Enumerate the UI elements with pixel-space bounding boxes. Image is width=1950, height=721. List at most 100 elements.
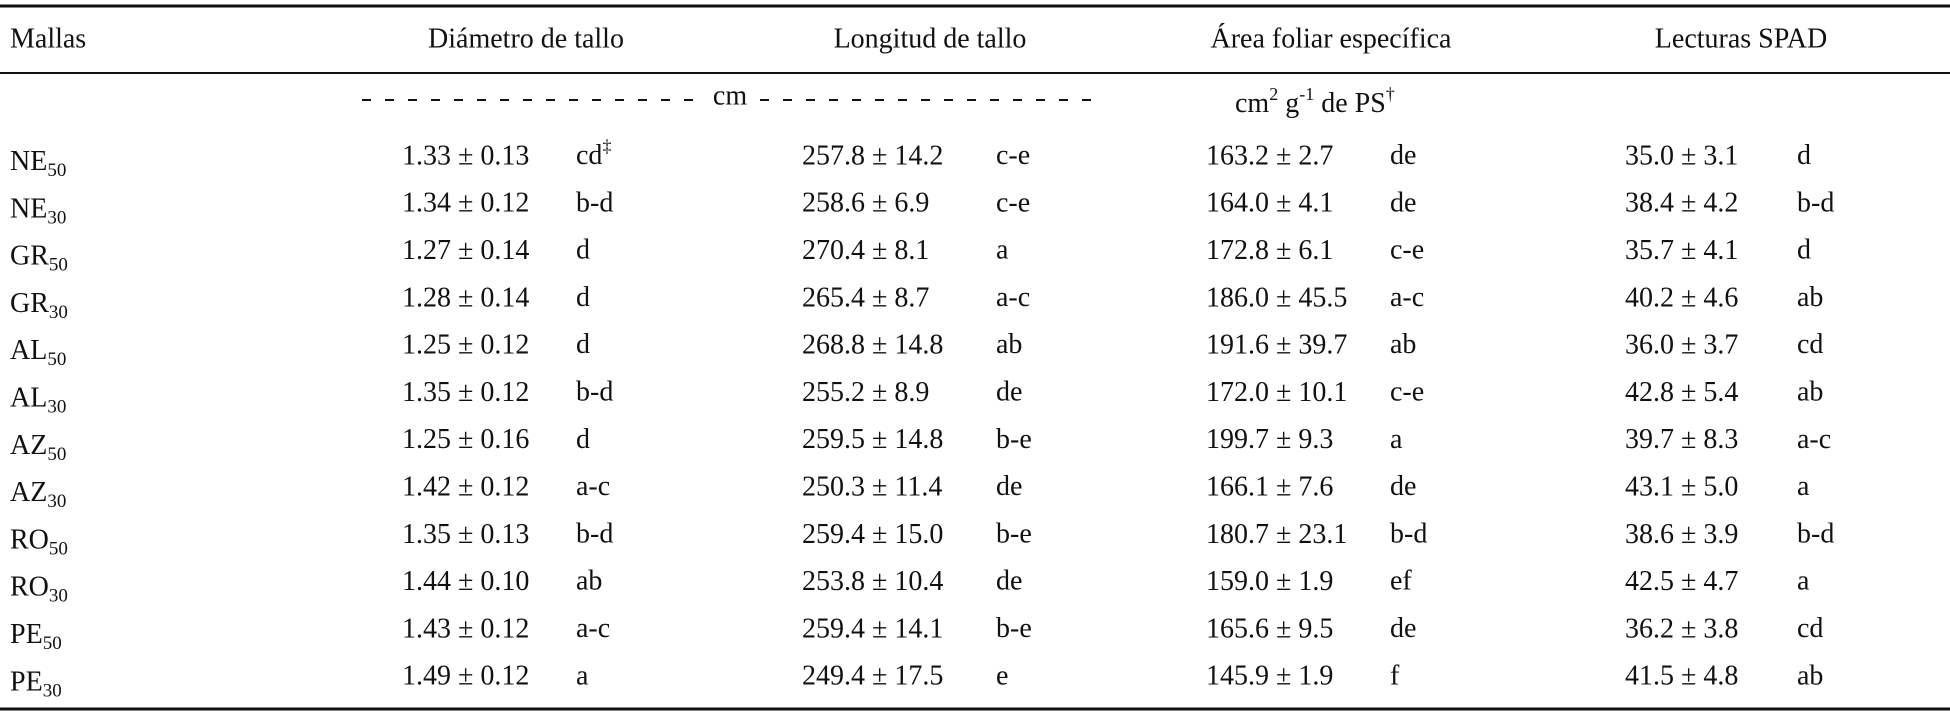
group-letters: b-d bbox=[576, 519, 613, 550]
unit-label: cm2 g-1 de PS† bbox=[1235, 84, 1395, 119]
group-letters: de bbox=[1390, 140, 1416, 171]
group-letters: de bbox=[1390, 472, 1416, 503]
cell-value: 268.8 ± 14.8 bbox=[802, 330, 943, 361]
group-letters: b-d bbox=[1797, 188, 1834, 219]
cell-value: 35.7 ± 4.1 bbox=[1625, 235, 1738, 266]
row-label-base: RO bbox=[10, 525, 49, 556]
cell-value: 166.1 ± 7.6 bbox=[1206, 472, 1333, 503]
row-label-base: PE bbox=[10, 667, 43, 698]
group-letters: de bbox=[996, 377, 1022, 408]
cell-value: 42.8 ± 5.4 bbox=[1625, 377, 1738, 408]
row-label-sub: 50 bbox=[49, 539, 68, 560]
group-letters: de bbox=[996, 472, 1022, 503]
row-label: NE50 bbox=[10, 146, 66, 181]
cell-group: f bbox=[1390, 661, 1400, 692]
cell-group: d bbox=[576, 424, 590, 455]
cell-value: 39.7 ± 8.3 bbox=[1625, 424, 1738, 455]
row-label: GR50 bbox=[10, 241, 68, 276]
cell-value: 36.0 ± 3.7 bbox=[1625, 330, 1738, 361]
cell-value: 199.7 ± 9.3 bbox=[1206, 424, 1333, 455]
unit-label: cm bbox=[713, 80, 747, 111]
group-letters: b-e bbox=[996, 519, 1032, 550]
cell-value: 159.0 ± 1.9 bbox=[1206, 566, 1333, 597]
cell-value: 36.2 ± 3.8 bbox=[1625, 613, 1738, 644]
cell-value: 259.4 ± 15.0 bbox=[802, 519, 943, 550]
cell-group: b-d bbox=[576, 519, 613, 550]
row-label-sub: 50 bbox=[49, 255, 68, 276]
cell-group: b-d bbox=[576, 377, 613, 408]
cell-value: 1.49 ± 0.12 bbox=[402, 661, 529, 692]
group-letters: de bbox=[996, 566, 1022, 597]
cell-group: a bbox=[1797, 566, 1810, 597]
group-letters: e bbox=[996, 661, 1008, 692]
row-label: PE50 bbox=[10, 619, 62, 654]
cell-value: 186.0 ± 45.5 bbox=[1206, 282, 1347, 313]
cell-value: 259.5 ± 14.8 bbox=[802, 424, 943, 455]
cell-group: d bbox=[1797, 140, 1811, 171]
group-letters: f bbox=[1390, 661, 1400, 692]
row-label-base: AZ bbox=[10, 478, 47, 509]
row-label: AZ50 bbox=[10, 430, 66, 465]
group-letters: b-d bbox=[1797, 519, 1834, 550]
group-letters: ab bbox=[1797, 377, 1823, 408]
cell-group: b-e bbox=[996, 519, 1032, 550]
cell-group: a-c bbox=[576, 613, 610, 644]
unit-part: g bbox=[1278, 88, 1299, 119]
cell-group: cd bbox=[1797, 613, 1823, 644]
row-label: GR30 bbox=[10, 288, 68, 323]
cell-value: 1.44 ± 0.10 bbox=[402, 566, 529, 597]
cell-group: de bbox=[996, 472, 1022, 503]
group-letters: cd bbox=[576, 140, 602, 171]
group-letters: b-d bbox=[576, 188, 613, 219]
cell-value: 1.35 ± 0.13 bbox=[402, 519, 529, 550]
cell-group: b-d bbox=[1390, 519, 1427, 550]
cell-group: de bbox=[1390, 188, 1416, 219]
cell-group: ab bbox=[1797, 661, 1823, 692]
row-label-sub: 30 bbox=[43, 681, 62, 702]
cell-value: 163.2 ± 2.7 bbox=[1206, 140, 1333, 171]
cell-group: a-c bbox=[1797, 424, 1831, 455]
cell-value: 259.4 ± 14.1 bbox=[802, 613, 943, 644]
cell-group: b-d bbox=[576, 188, 613, 219]
cell-group: cd‡ bbox=[576, 136, 611, 171]
column-header: Mallas bbox=[10, 23, 86, 54]
row-label: PE30 bbox=[10, 667, 62, 702]
cell-group: a bbox=[1390, 424, 1403, 455]
cell-value: 164.0 ± 4.1 bbox=[1206, 188, 1333, 219]
group-letters: a bbox=[1797, 472, 1810, 503]
cell-value: 38.6 ± 3.9 bbox=[1625, 519, 1738, 550]
column-header: Diámetro de tallo bbox=[428, 23, 624, 54]
cell-value: 191.6 ± 39.7 bbox=[1206, 330, 1347, 361]
cell-value: 1.25 ± 0.16 bbox=[402, 424, 529, 455]
column-header: Área foliar específica bbox=[1211, 23, 1453, 54]
cell-group: ef bbox=[1390, 566, 1412, 597]
group-letters: a bbox=[1390, 424, 1403, 455]
cell-group: ab bbox=[1390, 330, 1416, 361]
group-letters: de bbox=[1390, 613, 1416, 644]
group-letters: ab bbox=[996, 330, 1022, 361]
group-letters: a-c bbox=[576, 472, 610, 503]
row-label-sub: 30 bbox=[49, 586, 68, 607]
cell-value: 1.33 ± 0.13 bbox=[402, 140, 529, 171]
unit-part: cm bbox=[1235, 88, 1269, 119]
row-label: AL30 bbox=[10, 383, 66, 418]
cell-group: c-e bbox=[1390, 377, 1424, 408]
group-letters: c-e bbox=[1390, 235, 1424, 266]
row-label-sub: 50 bbox=[47, 444, 66, 465]
group-letters: cd bbox=[1797, 330, 1823, 361]
cell-group: de bbox=[996, 377, 1022, 408]
cell-group: c-e bbox=[996, 188, 1030, 219]
row-label-sub: 30 bbox=[47, 397, 66, 418]
row-label-base: AL bbox=[10, 383, 47, 414]
cell-value: 255.2 ± 8.9 bbox=[802, 377, 929, 408]
cell-group: ab bbox=[1797, 377, 1823, 408]
cell-value: 165.6 ± 9.5 bbox=[1206, 613, 1333, 644]
cell-value: 1.25 ± 0.12 bbox=[402, 330, 529, 361]
cell-group: b-d bbox=[1797, 188, 1834, 219]
cell-value: 180.7 ± 23.1 bbox=[1206, 519, 1347, 550]
cell-value: 1.34 ± 0.12 bbox=[402, 188, 529, 219]
cell-group: a bbox=[576, 661, 589, 692]
cell-value: 145.9 ± 1.9 bbox=[1206, 661, 1333, 692]
